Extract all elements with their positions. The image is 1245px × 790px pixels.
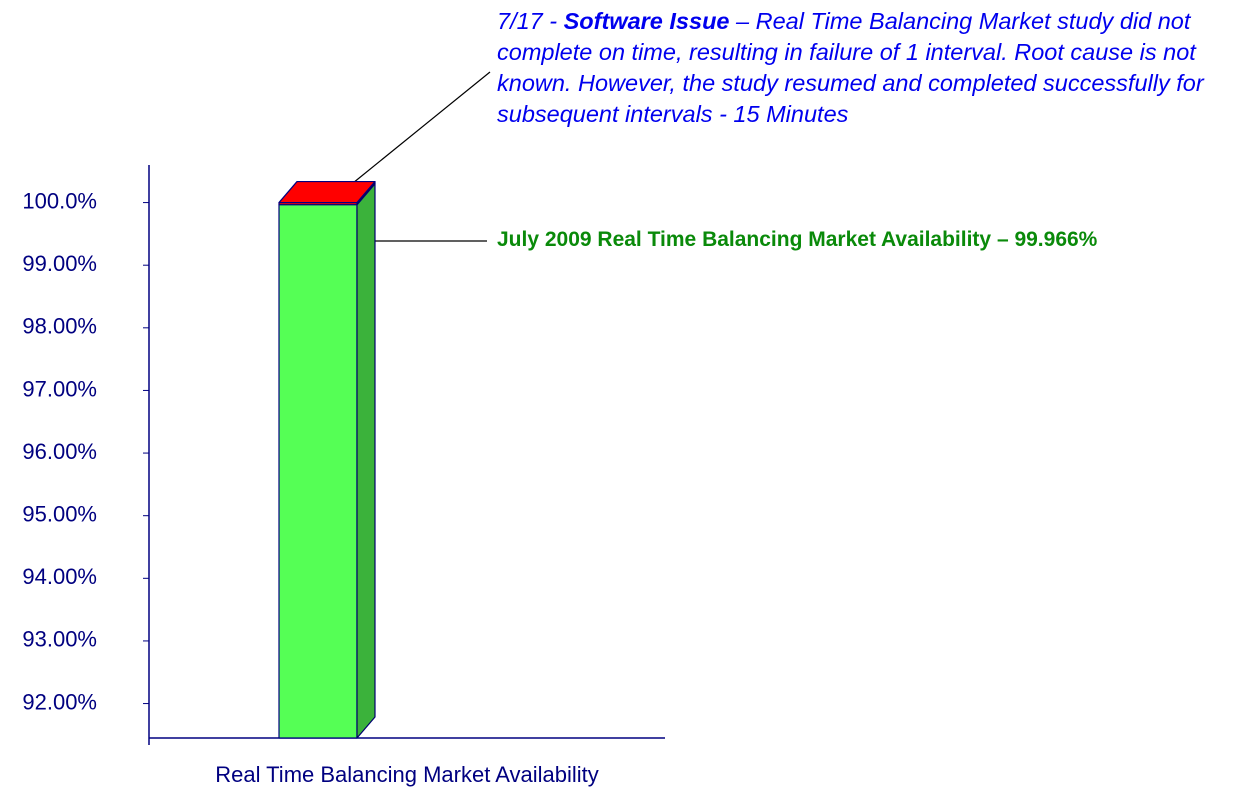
annotation: 7/17 - Software Issue – Real Time Balanc… <box>497 6 1242 130</box>
leader-line <box>352 71 491 184</box>
y-tick-label: 96.00% <box>22 439 97 464</box>
y-tick-label: 97.00% <box>22 376 97 401</box>
y-tick-label: 100.0% <box>22 188 97 213</box>
bar-segment-shade <box>357 183 375 739</box>
annotation-text: Software Issue <box>563 8 730 34</box>
annotation-text: 7/17 - <box>497 8 564 34</box>
y-tick-label: 92.00% <box>22 689 97 714</box>
bar-segment <box>278 204 358 739</box>
bar-segment-top <box>278 180 376 204</box>
y-tick-label: 99.00% <box>22 251 97 276</box>
x-tick-label: Real Time Balancing Market Availability <box>215 762 599 787</box>
y-tick-label: 94.00% <box>22 564 97 589</box>
annotation: July 2009 Real Time Balancing Market Ava… <box>497 228 1098 251</box>
annotation-text: – Real Time Balancing Market study did n… <box>497 8 1204 127</box>
y-tick-label: 98.00% <box>22 314 97 339</box>
y-tick-label: 93.00% <box>22 627 97 652</box>
y-tick-label: 95.00% <box>22 502 97 527</box>
